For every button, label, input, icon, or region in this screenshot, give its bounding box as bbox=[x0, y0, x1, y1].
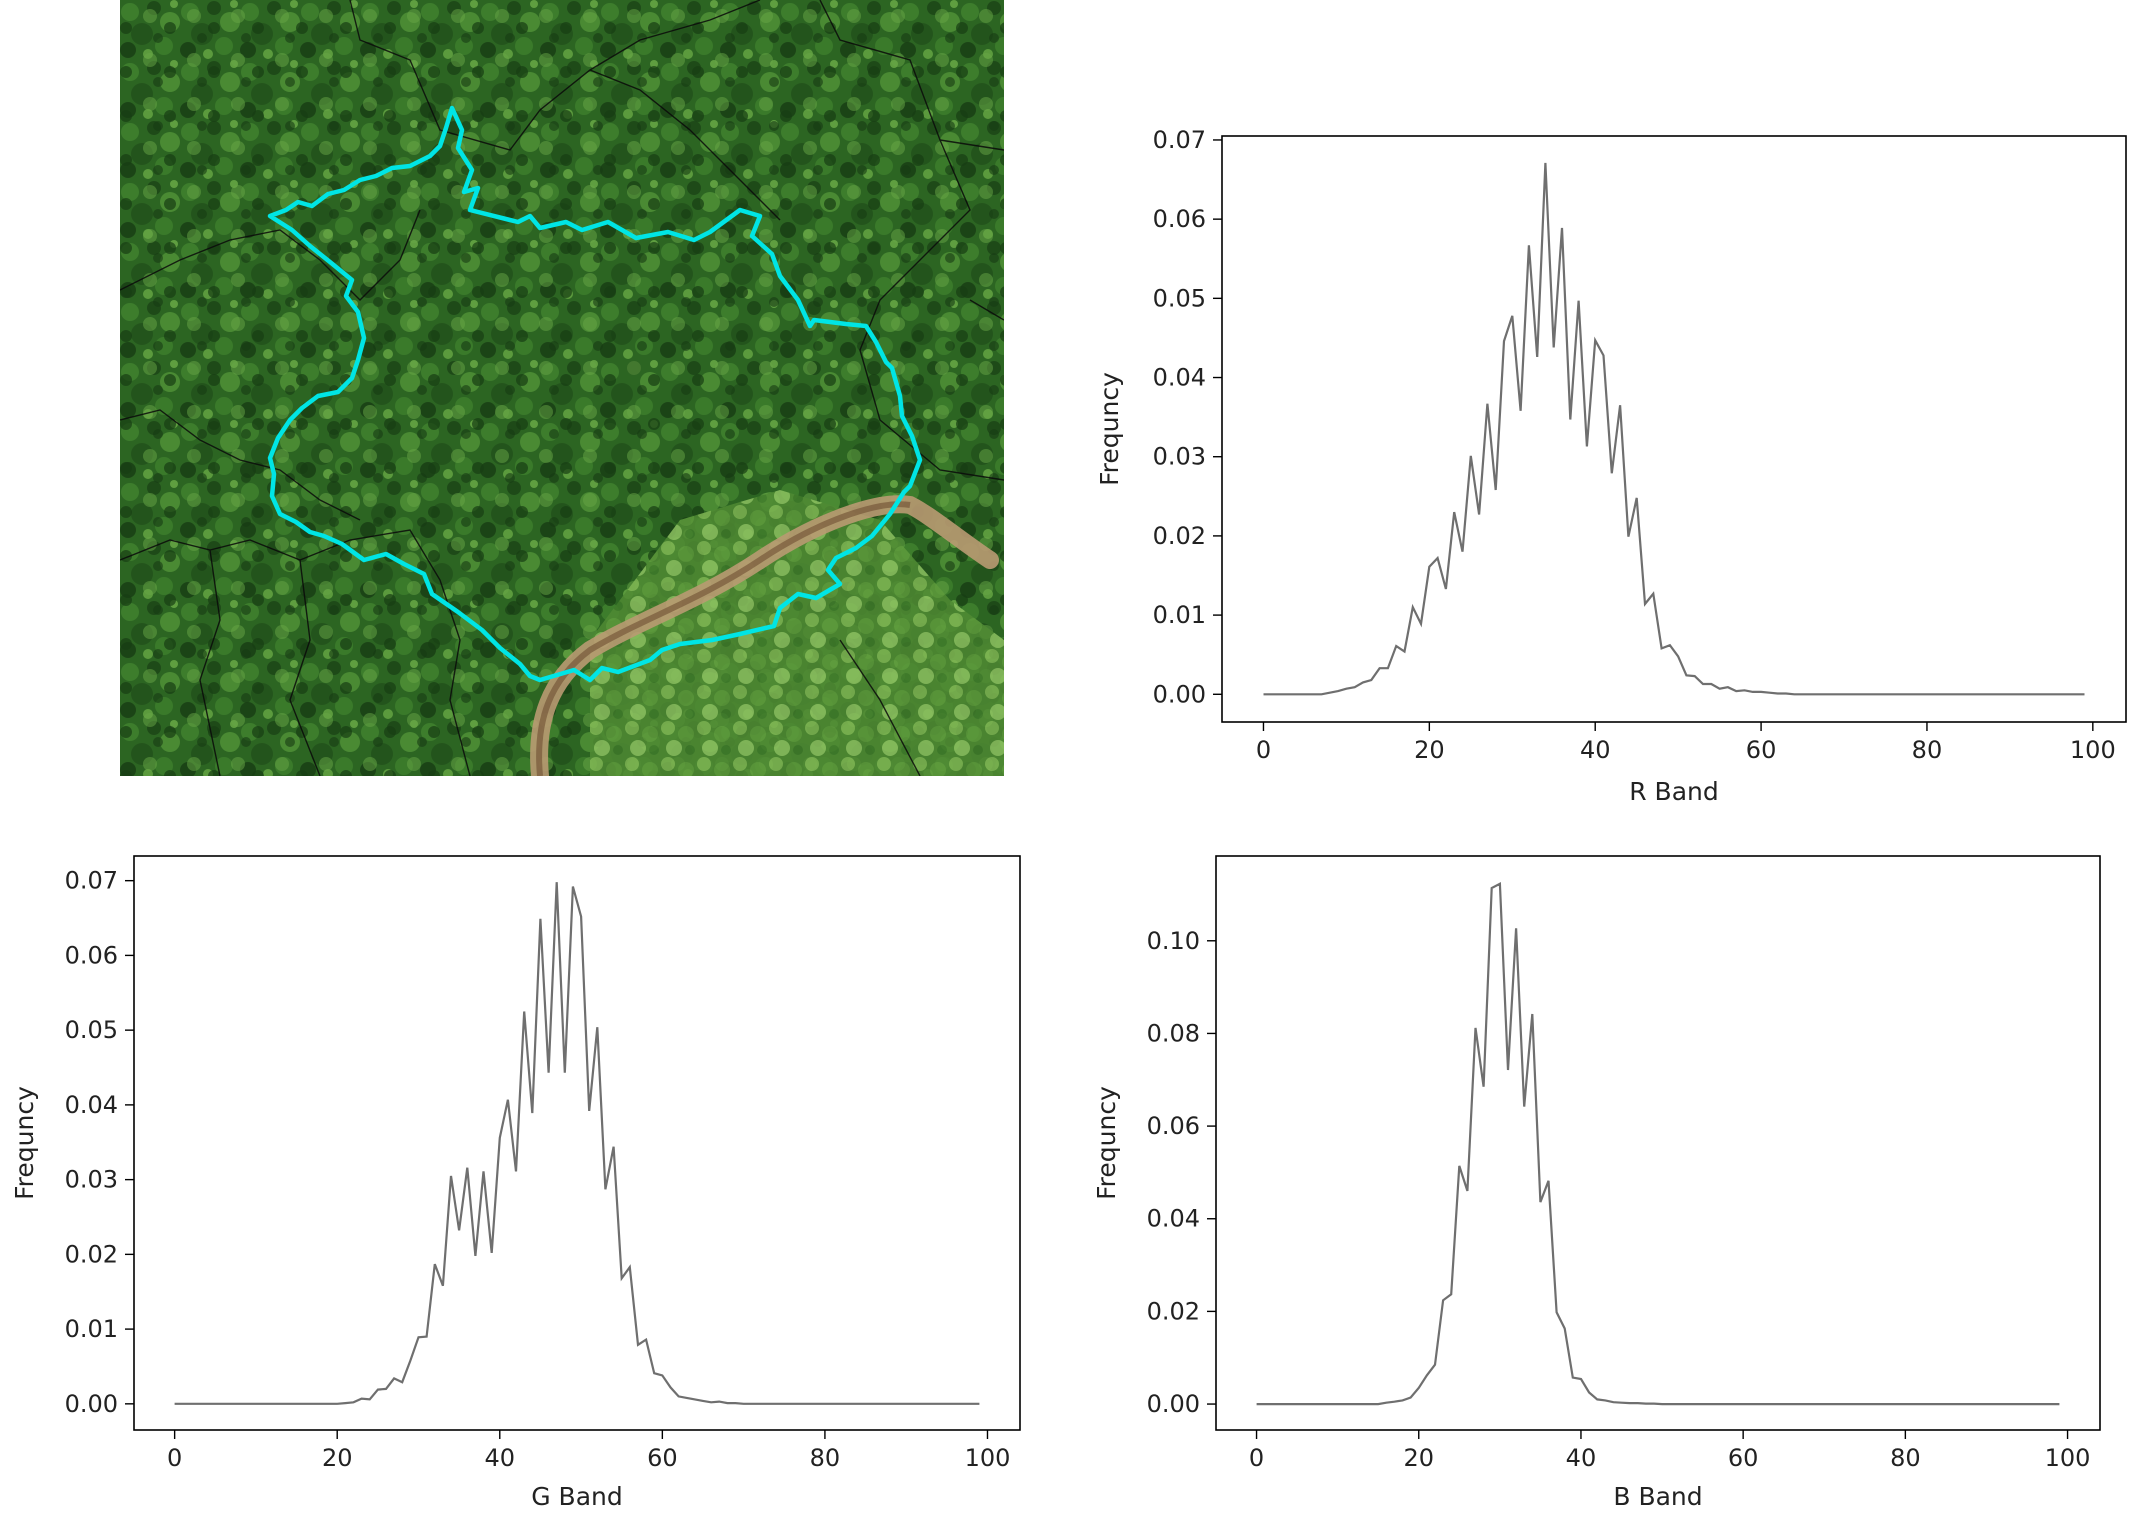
r-band-y-tick-label: 0.06 bbox=[1153, 205, 1206, 233]
g-band-x-tick-label: 20 bbox=[322, 1444, 353, 1472]
r-band-x-tick-label: 80 bbox=[1912, 736, 1943, 764]
r-band-y-tick-label: 0.01 bbox=[1153, 601, 1206, 629]
r-band-x-tick-label: 20 bbox=[1414, 736, 1445, 764]
crown-outline bbox=[267, 105, 923, 683]
g-band-x-axis-label: G Band bbox=[531, 1482, 623, 1511]
g-band-x-tick-label: 60 bbox=[647, 1444, 678, 1472]
b-band-x-tick-label: 20 bbox=[1403, 1444, 1434, 1472]
r-band-x-tick-label: 100 bbox=[2070, 736, 2116, 764]
b-band-frequency-line bbox=[1256, 882, 2060, 1406]
b-band-x-tick-label: 60 bbox=[1728, 1444, 1759, 1472]
r-band-y-tick-label: 0.00 bbox=[1153, 680, 1206, 708]
b-band-plot-area bbox=[1215, 855, 2101, 1431]
b-band-x-tick-label: 40 bbox=[1566, 1444, 1597, 1472]
g-band-frequency-line bbox=[174, 882, 980, 1405]
g-band-x-tick-label: 40 bbox=[485, 1444, 516, 1472]
aerial-canopy-image bbox=[120, 0, 1004, 776]
r-band-y-tick-label: 0.05 bbox=[1153, 284, 1206, 312]
g-band-y-tick-label: 0.00 bbox=[65, 1390, 118, 1418]
b-band-x-tick-label: 0 bbox=[1249, 1444, 1264, 1472]
b-band-y-tick-label: 0.04 bbox=[1147, 1205, 1200, 1233]
g-band-y-tick-label: 0.04 bbox=[65, 1091, 118, 1119]
g-band-y-axis-label: Frequncy bbox=[10, 1086, 39, 1200]
g-band-y-tick-label: 0.03 bbox=[65, 1166, 118, 1194]
b-band-y-tick-label: 0.02 bbox=[1147, 1297, 1200, 1325]
r-band-y-tick-label: 0.07 bbox=[1153, 126, 1206, 154]
g-band-x-tick-label: 80 bbox=[810, 1444, 841, 1472]
b-band-y-tick-label: 0.00 bbox=[1147, 1390, 1200, 1418]
r-band-x-tick-label: 60 bbox=[1746, 736, 1777, 764]
g-band-y-tick-label: 0.02 bbox=[65, 1240, 118, 1268]
b-band-x-axis-label: B Band bbox=[1613, 1482, 1702, 1511]
r-band-plot-area bbox=[1221, 135, 2127, 723]
b-band-y-axis-label: Frequncy bbox=[1092, 1086, 1121, 1200]
b-band-y-tick-label: 0.06 bbox=[1147, 1112, 1200, 1140]
r-band-y-tick-label: 0.04 bbox=[1153, 364, 1206, 392]
b-band-x-tick-label: 80 bbox=[1890, 1444, 1921, 1472]
g-band-plot-area bbox=[133, 855, 1021, 1431]
g-band-y-tick-label: 0.06 bbox=[65, 941, 118, 969]
r-band-y-axis-label: Frequncy bbox=[1095, 372, 1124, 486]
r-band-x-tick-label: 0 bbox=[1256, 736, 1271, 764]
g-band-x-tick-label: 100 bbox=[965, 1444, 1011, 1472]
b-band-y-tick-label: 0.08 bbox=[1147, 1019, 1200, 1047]
r-band-x-tick-label: 40 bbox=[1580, 736, 1611, 764]
b-band-y-tick-label: 0.10 bbox=[1147, 927, 1200, 955]
g-band-y-tick-label: 0.01 bbox=[65, 1315, 118, 1343]
g-band-y-tick-label: 0.07 bbox=[65, 867, 118, 895]
g-band-y-tick-label: 0.05 bbox=[65, 1016, 118, 1044]
b-band-x-tick-label: 100 bbox=[2045, 1444, 2091, 1472]
r-band-y-tick-label: 0.02 bbox=[1153, 522, 1206, 550]
r-band-frequency-line bbox=[1263, 162, 2085, 696]
r-band-x-axis-label: R Band bbox=[1629, 777, 1719, 806]
r-band-y-tick-label: 0.03 bbox=[1153, 443, 1206, 471]
g-band-x-tick-label: 0 bbox=[167, 1444, 182, 1472]
